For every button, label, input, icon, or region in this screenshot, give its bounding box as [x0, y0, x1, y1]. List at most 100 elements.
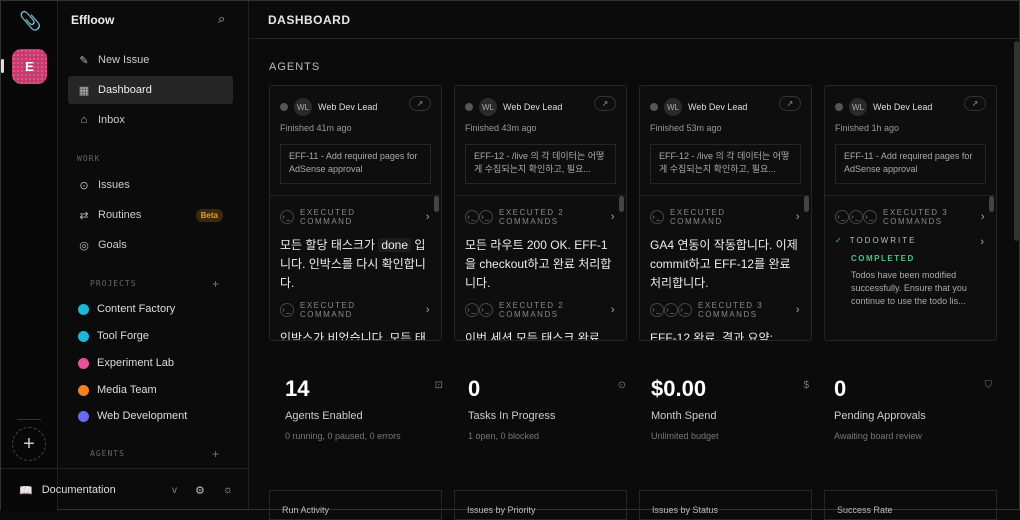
- terminal-icon: ›_: [479, 210, 493, 224]
- activity-feed: ›_ EXECUTED COMMAND › 모든 할당 태스크가 done 입니다.…: [270, 195, 441, 341]
- add-project-button[interactable]: +: [212, 277, 220, 291]
- main-scrollbar[interactable]: [1014, 41, 1019, 241]
- open-external-icon[interactable]: ↗: [409, 96, 431, 111]
- agent-message: 모든 할당 태스크가 done 입니다. 인박스를 다시 확인합니다.: [280, 238, 426, 290]
- agent-card[interactable]: WL Web Dev Lead ↗ Finished 1h ago EFF-11 …: [824, 85, 997, 341]
- app-name: Effloow: [71, 13, 115, 27]
- sidebar-footer: 📖 Documentation v ⚙ ☼: [1, 468, 249, 511]
- project-item[interactable]: Experiment Lab: [78, 357, 174, 369]
- dollar-icon: $: [803, 380, 809, 391]
- chart-card-run-activity: Run Activity: [269, 490, 442, 520]
- stat-agents-enabled[interactable]: 14 Agents Enabled 0 running, 0 paused, 0 e…: [285, 376, 443, 441]
- documentation-link[interactable]: Documentation: [41, 484, 116, 496]
- sidebar-item-issues[interactable]: ⊙ Issues: [79, 179, 130, 192]
- sidebar: Effloow ⌕ ✎ New Issue ▦ Dashboard ⌂ Inbox W…: [58, 1, 249, 511]
- sidebar-item-dashboard[interactable]: ▦ Dashboard: [68, 76, 233, 104]
- todowrite-tool[interactable]: ✓ TODOWRITE ›: [835, 236, 986, 248]
- command-group[interactable]: ›_ ›_ EXECUTED 2 COMMANDS ›: [465, 299, 616, 321]
- command-group[interactable]: ›_ ›_ ›_ EXECUTED 3 COMMANDS ›: [835, 206, 986, 228]
- add-agent-button[interactable]: +: [212, 447, 220, 461]
- agent-message: 인박스가 비었습니다. 모든 태: [280, 331, 426, 341]
- scrollbar[interactable]: [434, 196, 439, 212]
- chevron-right-icon: ›: [980, 236, 986, 248]
- stat-tasks-in-progress[interactable]: 0 Tasks In Progress 1 open, 0 blocked ⊙: [468, 376, 626, 441]
- chevron-right-icon: ›: [980, 210, 986, 223]
- run-status: Finished 53m ago: [650, 123, 722, 133]
- terminal-icon: ›_: [650, 210, 664, 224]
- agent-card[interactable]: WL Web Dev Lead ↗ Finished 43m ago EFF-12…: [454, 85, 627, 341]
- add-workspace-button[interactable]: +: [12, 427, 46, 461]
- sidebar-item-inbox[interactable]: ⌂ Inbox: [68, 106, 233, 134]
- issue-link[interactable]: EFF-12 - /live 의 각 데이터는 어떻게 수집되는지 확인하고, …: [650, 144, 801, 184]
- project-item[interactable]: Tool Forge: [78, 330, 149, 342]
- run-status: Finished 41m ago: [280, 123, 352, 133]
- activity-feed: ›_ EXECUTED COMMAND › GA4 연동이 작동합니다. 이제 co…: [640, 195, 811, 340]
- chart-card-issues-by-priority: Issues by Priority: [454, 490, 627, 520]
- command-group[interactable]: ›_ ›_ EXECUTED 2 COMMANDS ›: [465, 206, 616, 228]
- terminal-icon: ›_: [465, 303, 479, 317]
- command-group[interactable]: ›_ EXECUTED COMMAND ›: [280, 206, 431, 228]
- scrollbar[interactable]: [619, 196, 624, 212]
- project-color-dot: [78, 303, 89, 315]
- project-color-dot: [78, 330, 89, 342]
- inbox-icon: ⌂: [80, 114, 88, 126]
- stat-pending-approvals[interactable]: 0 Pending Approvals Awaiting board review ⛉: [834, 376, 992, 441]
- section-projects: PROJECTS: [90, 279, 137, 288]
- workspace-avatar[interactable]: E: [12, 49, 47, 84]
- terminal-icon: ›_: [863, 210, 877, 224]
- terminal-icon: ›_: [280, 210, 294, 224]
- stat-month-spend[interactable]: $0.00 Month Spend Unlimited budget $: [651, 376, 809, 441]
- scrollbar[interactable]: [989, 196, 994, 212]
- sidebar-item-new-issue[interactable]: ✎ New Issue: [79, 54, 150, 67]
- tool-result: Todos have been modified successfully. E…: [851, 270, 967, 306]
- run-status: Finished 1h ago: [835, 123, 900, 133]
- agent-message: 이번 세션 모든 태스크 완료. 요: [465, 331, 604, 341]
- terminal-icon: ›_: [849, 210, 863, 224]
- activity-feed: ›_ ›_ ›_ EXECUTED 3 COMMANDS › ✓ TODOWRITE › C…: [825, 195, 996, 340]
- status-dot: [650, 103, 658, 111]
- active-indicator: [1, 59, 4, 73]
- project-color-dot: [78, 410, 89, 422]
- sidebar-item-routines[interactable]: ⇄ Routines Beta: [68, 201, 233, 229]
- repeat-icon: ⇄: [79, 209, 89, 222]
- book-icon: 📖: [19, 484, 33, 497]
- agent-name: Web Dev Lead: [503, 102, 563, 112]
- edit-icon: ✎: [79, 54, 89, 67]
- search-icon[interactable]: ⌕: [218, 11, 226, 26]
- avatar: WL: [294, 98, 312, 116]
- open-external-icon[interactable]: ↗: [964, 96, 986, 111]
- chevron-right-icon: ›: [795, 303, 801, 316]
- chevron-right-icon: ›: [795, 210, 801, 223]
- sidebar-item-goals[interactable]: ◎ Goals: [79, 239, 127, 252]
- status-dot: [280, 103, 288, 111]
- terminal-icon: ›_: [664, 303, 678, 317]
- settings-gear-icon[interactable]: ⚙: [195, 484, 205, 497]
- project-item[interactable]: Web Development: [78, 410, 187, 422]
- issue-link[interactable]: EFF-11 - Add required pages for AdSense …: [280, 144, 431, 184]
- command-group[interactable]: ›_ ›_ ›_ EXECUTED 3 COMMANDS ›: [650, 299, 801, 321]
- terminal-icon: ›_: [835, 210, 849, 224]
- agent-name: Web Dev Lead: [873, 102, 933, 112]
- agent-name: Web Dev Lead: [318, 102, 378, 112]
- open-external-icon[interactable]: ↗: [594, 96, 616, 111]
- open-external-icon[interactable]: ↗: [779, 96, 801, 111]
- divider: [17, 419, 41, 420]
- issue-link[interactable]: EFF-12 - /live 의 각 데이터는 어떻게 수집되는지 확인하고, …: [465, 144, 616, 184]
- agent-card[interactable]: WL Web Dev Lead ↗ Finished 53m ago EFF-12…: [639, 85, 812, 341]
- project-item[interactable]: Media Team: [78, 384, 157, 396]
- terminal-icon: ›_: [465, 210, 479, 224]
- chart-card-issues-by-status: Issues by Status: [639, 490, 812, 520]
- section-agents: AGENTS: [90, 449, 125, 458]
- agent-card[interactable]: WL Web Dev Lead ↗ Finished 41m ago EFF-11…: [269, 85, 442, 341]
- scrollbar[interactable]: [804, 196, 809, 212]
- command-group[interactable]: ›_ EXECUTED COMMAND ›: [650, 206, 801, 228]
- chevron-right-icon: ›: [425, 210, 431, 223]
- avatar: WL: [849, 98, 867, 116]
- avatar: WL: [479, 98, 497, 116]
- main-content: DASHBOARD AGENTS WL Web Dev Lead ↗ Finish…: [249, 1, 1020, 520]
- project-item[interactable]: Content Factory: [78, 303, 175, 315]
- version-chevron[interactable]: v: [172, 484, 178, 496]
- command-group[interactable]: ›_ EXECUTED COMMAND ›: [280, 299, 431, 321]
- issue-link[interactable]: EFF-11 - Add required pages for AdSense …: [835, 144, 986, 184]
- theme-sun-icon[interactable]: ☼: [222, 484, 233, 496]
